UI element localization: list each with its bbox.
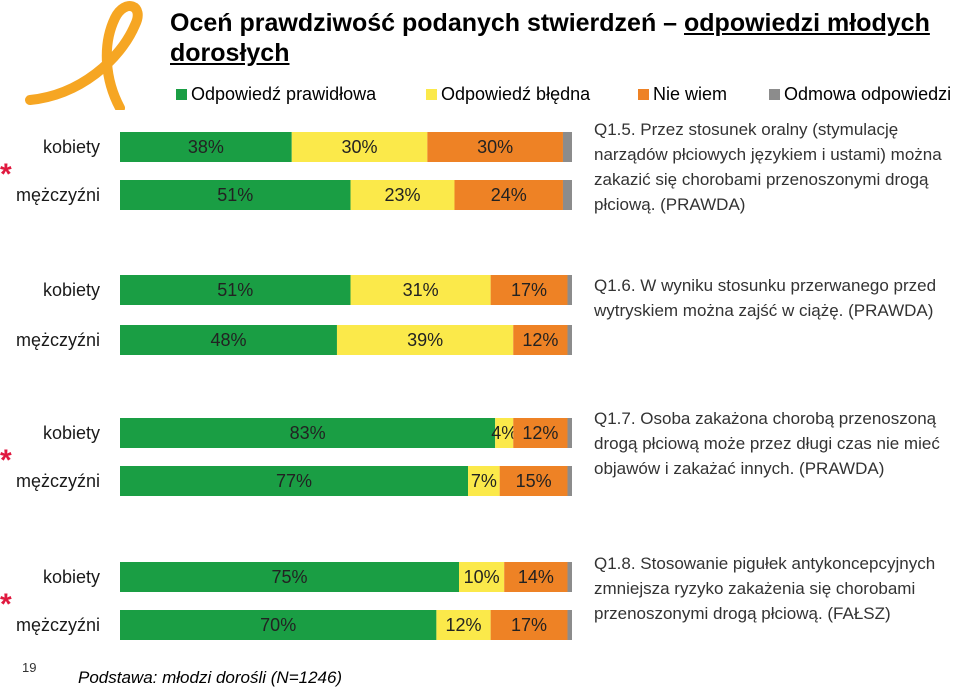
question-text: Q1.7. Osoba zakażona chorobą przenoszoną… — [594, 409, 940, 478]
legend-item: Nie wiem — [638, 84, 727, 105]
bar-value-label: 75% — [271, 567, 307, 587]
legend-swatch — [769, 89, 780, 100]
legend-label: Odmowa odpowiedzi — [784, 84, 952, 104]
bar-segment — [459, 562, 505, 592]
question-text: Q1.5. Przez stosunek oralny (stymulację … — [594, 120, 942, 214]
legend-item: Odpowiedź błędna — [426, 84, 590, 105]
bar-value-label: 48% — [210, 330, 246, 350]
bar-segment — [562, 180, 572, 210]
bar-value-label: 24% — [491, 185, 527, 205]
bar-segment — [120, 132, 292, 162]
bar-segment — [427, 132, 563, 162]
bar-segment — [567, 418, 572, 448]
bar-value-label: 4% — [491, 423, 517, 443]
bar-segment — [120, 466, 469, 496]
bar-segment — [350, 275, 491, 305]
question-text: Q1.8. Stosowanie pigułek antykoncepcyjny… — [594, 554, 936, 623]
bar-segment — [490, 275, 568, 305]
row-label: mężczyźni — [16, 615, 100, 635]
bar-value-label: 23% — [384, 185, 420, 205]
bar-segment — [291, 132, 428, 162]
bar-segment — [567, 610, 572, 640]
row-label: mężczyźni — [16, 185, 100, 205]
bar-segment — [468, 466, 500, 496]
bar-value-label: 83% — [290, 423, 326, 443]
bar-value-label: 30% — [342, 137, 378, 157]
row-label: kobiety — [43, 567, 100, 587]
significance-star: * — [0, 588, 12, 621]
logo-ribbon-icon — [25, 1, 143, 110]
row-label: kobiety — [43, 137, 100, 157]
bar-segment — [567, 275, 572, 305]
bar-segment — [495, 418, 514, 448]
bar-segment — [120, 562, 459, 592]
bar-value-label: 12% — [522, 423, 558, 443]
legend-swatch — [176, 89, 187, 100]
bar-value-label: 70% — [260, 615, 296, 635]
legend-item: Odpowiedź prawidłowa — [176, 84, 376, 105]
row-label: mężczyźni — [16, 330, 100, 350]
legend-swatch — [426, 89, 437, 100]
legend-swatch — [638, 89, 649, 100]
bar-segment — [436, 610, 491, 640]
bar-segment — [513, 418, 568, 448]
stacked-bar-chart: * kobiety 38% 30% 30% mężczyźni 51% 23% 24% kobie… — [0, 132, 572, 640]
bar-segment — [504, 562, 568, 592]
bar-segment — [120, 325, 337, 355]
bar-segment — [454, 180, 563, 210]
bar-segment — [499, 466, 568, 496]
bar-value-label: 12% — [446, 615, 482, 635]
row-label: kobiety — [43, 280, 100, 300]
bar-value-label: 31% — [403, 280, 439, 300]
legend-label: Odpowiedź prawidłowa — [191, 84, 377, 104]
row-label: mężczyźni — [16, 471, 100, 491]
bar-value-label: 17% — [511, 615, 547, 635]
legend-label: Nie wiem — [653, 84, 728, 104]
bar-value-label: 14% — [518, 567, 554, 587]
bar-segment — [120, 275, 351, 305]
bar-value-label: 39% — [407, 330, 443, 350]
page-title: Oceń prawdziwość podanych stwierdzeń – o… — [170, 9, 930, 67]
significance-star: * — [0, 158, 12, 191]
bar-segment — [120, 180, 351, 210]
bar-segment — [120, 418, 496, 448]
bar-segment — [350, 180, 455, 210]
bar-value-label: 7% — [471, 471, 497, 491]
bar-value-label: 51% — [217, 185, 253, 205]
row-label: kobiety — [43, 423, 100, 443]
legend-label: Odpowiedź błędna — [441, 84, 591, 104]
bar-value-label: 38% — [188, 137, 224, 157]
question-text: Q1.6. W wyniku stosunku przerwanego prze… — [594, 276, 937, 320]
footer-note: Podstawa: młodzi dorośli (N=1246) — [78, 668, 343, 687]
bar-value-label: 51% — [217, 280, 253, 300]
bar-segment — [513, 325, 568, 355]
bar-value-label: 10% — [464, 567, 500, 587]
bar-value-label: 77% — [276, 471, 312, 491]
legend-item: Odmowa odpowiedzi — [769, 84, 951, 105]
chart-legend: Odpowiedź prawidłowa Odpowiedź błędna Ni… — [172, 84, 960, 106]
bar-segment — [490, 610, 568, 640]
bar-value-label: 30% — [477, 137, 513, 157]
bar-segment — [567, 325, 572, 355]
bar-segment — [567, 466, 572, 496]
bar-value-label: 17% — [511, 280, 547, 300]
bar-segment — [336, 325, 514, 355]
significance-star: * — [0, 444, 12, 477]
bar-segment — [120, 610, 437, 640]
page-number: 19 — [22, 660, 37, 675]
bar-value-label: 15% — [516, 471, 552, 491]
bar-segment — [567, 562, 572, 592]
bar-value-label: 12% — [522, 330, 558, 350]
bar-segment — [562, 132, 572, 162]
